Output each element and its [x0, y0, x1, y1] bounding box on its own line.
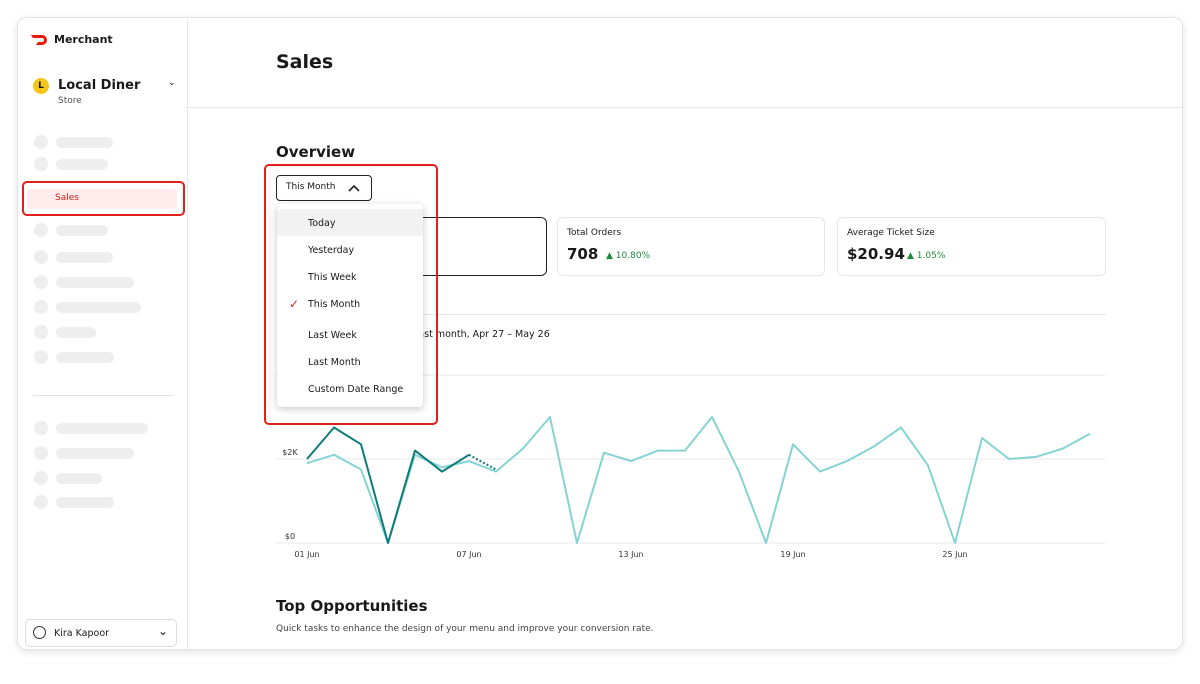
x-tick-label: 25 Jun: [942, 550, 967, 559]
change-value: 10.80%: [615, 251, 651, 261]
dropdown-option[interactable]: This Week: [308, 272, 357, 283]
dropdown-option[interactable]: This Month: [308, 299, 361, 310]
app-window: Merchant L Local Diner ⌄ Store Sales Kir…: [17, 17, 1183, 650]
change-value: 1.05%: [916, 251, 946, 261]
range-label: This Month: [286, 182, 336, 192]
metric-change: ▲ 1.05%: [907, 251, 946, 261]
logo: [31, 35, 47, 45]
nav-sales-label[interactable]: Sales: [55, 193, 79, 203]
highlight-box: [22, 181, 185, 216]
store-chevron[interactable]: ⌄: [168, 78, 176, 88]
series-line: [306, 426, 470, 544]
metric-value: $20.94: [847, 245, 905, 263]
dropdown-option[interactable]: Custom Date Range: [308, 384, 404, 395]
user-menu[interactable]: Kira Kapoor ⌄: [25, 619, 177, 647]
highlight-box: [264, 164, 438, 425]
opportunities-description: Quick tasks to enhance the design of you…: [276, 624, 654, 634]
page-title: Sales: [276, 51, 334, 73]
option-hover: [277, 209, 423, 236]
x-tick-label: 19 Jun: [780, 550, 805, 559]
chart-subtitle: Last month, Apr 27 – May 26: [413, 329, 550, 340]
opportunities-title: Top Opportunities: [276, 597, 428, 615]
x-tick-label: 13 Jun: [618, 550, 643, 559]
range-button[interactable]: This Month: [276, 175, 372, 201]
store-type: Store: [58, 96, 82, 106]
series-line-projected: [468, 453, 497, 471]
metric-change: ▲ 10.80%: [606, 251, 651, 261]
sidebar: Merchant L Local Diner ⌄ Store Sales Kir…: [18, 18, 188, 649]
store-name[interactable]: Local Diner: [58, 78, 141, 93]
user-name: Kira Kapoor: [54, 628, 110, 639]
dropdown-option[interactable]: Today: [308, 218, 336, 229]
y-tick-label: $2K: [282, 448, 298, 457]
metric-label: Average Ticket Size: [847, 228, 935, 238]
dropdown-option[interactable]: Yesterday: [308, 245, 355, 256]
overview-title: Overview: [276, 143, 356, 161]
x-tick-label: 01 Jun: [294, 550, 319, 559]
store-avatar: L: [33, 78, 49, 94]
brand: Merchant: [54, 33, 113, 46]
nav-sales[interactable]: [27, 189, 177, 209]
metric-value: 708: [567, 245, 599, 263]
y-tick-label: $0: [285, 532, 295, 541]
dropdown-option[interactable]: Last Week: [308, 330, 357, 341]
check-icon: ✓: [289, 297, 300, 311]
metric-card[interactable]: Average Ticket Size $20.94 ▲ 1.05%: [837, 217, 1106, 276]
metric-label: Total Orders: [567, 228, 622, 238]
metric-card[interactable]: Total Orders 708 ▲ 10.80%: [557, 217, 825, 276]
x-tick-label: 07 Jun: [456, 550, 481, 559]
series-line: [306, 416, 1091, 544]
date-dropdown: Today Yesterday This Week This Month ✓ Last W…: [277, 204, 423, 407]
dropdown-option[interactable]: Last Month: [308, 357, 361, 368]
